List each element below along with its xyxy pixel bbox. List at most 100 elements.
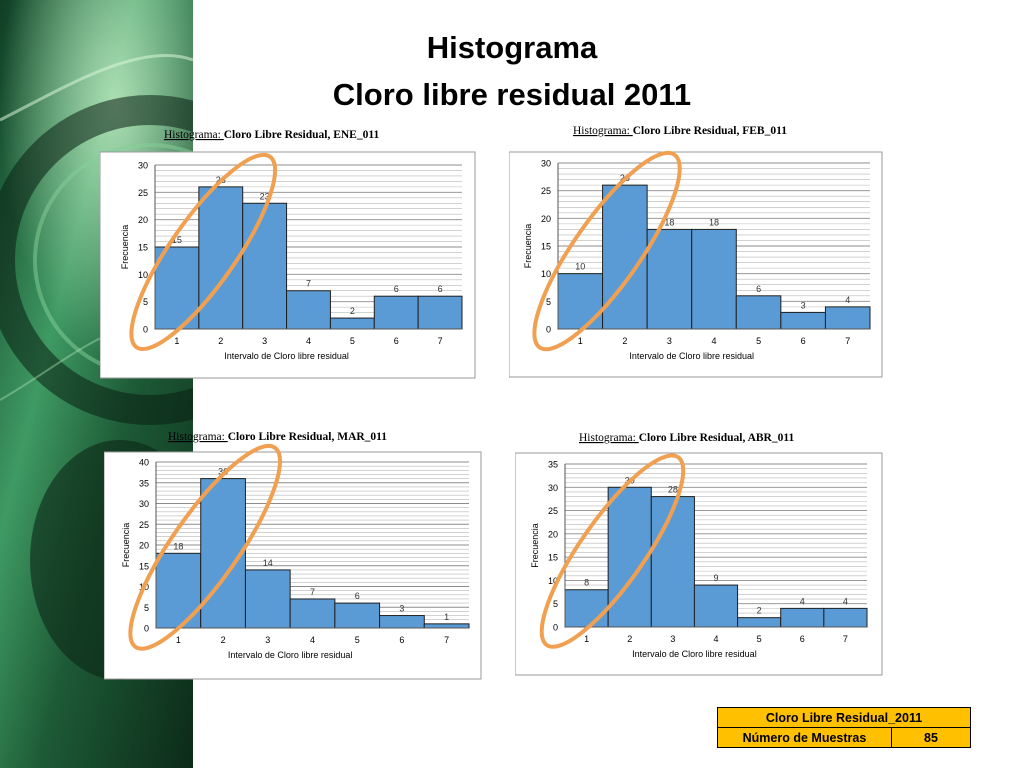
- y-tick-label: 5: [553, 599, 558, 609]
- x-tick-label: 2: [627, 634, 632, 644]
- histogram-ene: Histograma: Cloro Libre Residual, ENE_01…: [100, 127, 476, 379]
- chart-title: Histograma: Cloro Libre Residual, ABR_01…: [579, 432, 794, 444]
- y-tick-label: 10: [541, 269, 551, 279]
- x-tick-label: 5: [350, 336, 355, 346]
- highlight-ellipse: [539, 453, 686, 649]
- bar-value-label: 9: [713, 573, 718, 583]
- bar: [607, 486, 652, 628]
- summary-table: Cloro Libre Residual_2011 Número de Mues…: [717, 707, 972, 748]
- y-tick-label: 20: [548, 529, 558, 539]
- y-tick-label: 20: [541, 214, 551, 224]
- y-tick-label: 20: [139, 541, 149, 551]
- bar: [373, 295, 419, 330]
- histogram-feb: Histograma: Cloro Libre Residual, FEB_01…: [509, 122, 883, 378]
- chart-svg: Histograma: Cloro Libre Residual, ABR_01…: [515, 432, 883, 676]
- x-axis-label: Intervalo de Cloro libre residual: [629, 351, 754, 361]
- y-tick-label: 30: [139, 499, 149, 509]
- bar-value-label: 4: [800, 596, 805, 606]
- x-tick-label: 7: [843, 634, 848, 644]
- bar-value-label: 3: [801, 300, 806, 310]
- bar-value-label: 18: [664, 217, 674, 227]
- bar: [823, 607, 868, 628]
- x-tick-label: 6: [801, 336, 806, 346]
- y-tick-label: 15: [139, 561, 149, 571]
- x-tick-label: 2: [622, 336, 627, 346]
- chart-title-main: Cloro Libre Residual, FEB_011: [633, 125, 787, 137]
- highlight-ellipse: [128, 443, 282, 651]
- bar: [564, 589, 609, 628]
- summary-row-value: 85: [890, 727, 972, 748]
- bar: [693, 584, 739, 628]
- chart-title-prefix: Histograma:: [579, 432, 639, 444]
- bar-value-label: 6: [756, 284, 761, 294]
- bar: [824, 306, 871, 330]
- x-tick-label: 4: [713, 634, 718, 644]
- y-tick-label: 10: [548, 576, 558, 586]
- x-tick-label: 7: [845, 336, 850, 346]
- histogram-mar: Histograma: Cloro Libre Residual, MAR_01…: [104, 428, 482, 680]
- x-tick-label: 1: [584, 634, 589, 644]
- histogram-abr: Histograma: Cloro Libre Residual, ABR_01…: [515, 428, 883, 676]
- y-tick-label: 0: [553, 623, 558, 633]
- y-tick-label: 15: [548, 553, 558, 563]
- bar-value-label: 18: [173, 541, 183, 551]
- y-tick-label: 20: [138, 215, 148, 225]
- chart-svg: Histograma: Cloro Libre Residual, FEB_01…: [509, 125, 883, 378]
- y-tick-label: 40: [139, 458, 149, 468]
- x-tick-label: 5: [355, 635, 360, 645]
- bar: [557, 273, 604, 330]
- x-tick-label: 6: [394, 336, 399, 346]
- summary-data-row: Número de Muestras 85: [717, 727, 972, 748]
- bar: [735, 295, 782, 330]
- bar: [334, 602, 381, 629]
- bar-value-label: 8: [584, 578, 589, 588]
- x-tick-label: 1: [174, 336, 179, 346]
- bar-value-label: 15: [172, 235, 182, 245]
- y-axis-label: Frecuencia: [121, 523, 131, 568]
- y-tick-label: 15: [138, 243, 148, 253]
- x-tick-label: 2: [221, 635, 226, 645]
- x-tick-label: 7: [438, 336, 443, 346]
- bar: [329, 317, 375, 330]
- summary-header-row: Cloro Libre Residual_2011: [717, 707, 971, 728]
- chart-title-prefix: Histograma:: [164, 129, 224, 141]
- bar: [244, 569, 291, 629]
- bar-value-label: 7: [310, 587, 315, 597]
- x-axis-label: Intervalo de Cloro libre residual: [632, 649, 757, 659]
- bar-value-label: 6: [438, 284, 443, 294]
- summary-row-label: Número de Muestras: [717, 727, 892, 748]
- bar: [737, 617, 782, 628]
- bar: [198, 186, 244, 330]
- y-tick-label: 30: [548, 483, 558, 493]
- x-tick-label: 3: [667, 336, 672, 346]
- y-tick-label: 0: [143, 325, 148, 335]
- bar: [242, 202, 288, 330]
- x-tick-label: 7: [444, 635, 449, 645]
- x-axis-label: Intervalo de Cloro libre residual: [228, 650, 353, 660]
- bar: [780, 311, 826, 330]
- y-axis-label: Frecuencia: [523, 224, 533, 269]
- chart-svg: Histograma: Cloro Libre Residual, MAR_01…: [104, 431, 482, 680]
- bar-value-label: 36: [218, 467, 228, 477]
- x-tick-label: 3: [262, 336, 267, 346]
- x-tick-label: 4: [306, 336, 311, 346]
- bar-value-label: 18: [709, 217, 719, 227]
- summary-header: Cloro Libre Residual_2011: [717, 707, 971, 728]
- x-tick-label: 5: [756, 336, 761, 346]
- bar: [691, 228, 737, 330]
- bar-value-label: 10: [575, 262, 585, 272]
- y-tick-label: 5: [144, 603, 149, 613]
- chart-title-main: Cloro Libre Residual, ABR_011: [639, 432, 795, 444]
- bar: [417, 295, 463, 330]
- bar-value-label: 6: [394, 284, 399, 294]
- x-tick-label: 3: [670, 634, 675, 644]
- x-tick-label: 1: [578, 336, 583, 346]
- title-line-2: Cloro libre residual 2011: [332, 77, 692, 112]
- x-tick-label: 4: [711, 336, 716, 346]
- bar: [650, 496, 695, 628]
- chart-title: Histograma: Cloro Libre Residual, ENE_01…: [164, 129, 379, 141]
- bar-value-label: 2: [350, 306, 355, 316]
- chart-title-prefix: Histograma:: [168, 431, 228, 443]
- y-tick-label: 25: [541, 186, 551, 196]
- x-tick-label: 2: [218, 336, 223, 346]
